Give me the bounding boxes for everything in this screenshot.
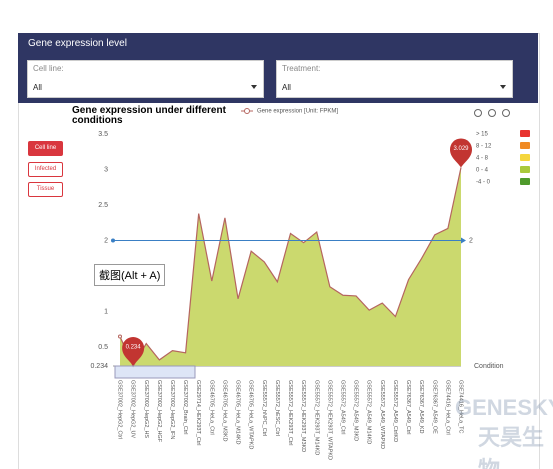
x-tick-label: GSE55572_A549_WTAPKD xyxy=(379,380,385,449)
button[interactable]: Infected xyxy=(28,162,63,177)
x-tick-label: GSE55572_A549_Ctrl xyxy=(340,380,346,434)
x-tick-label: GSE55572_A549_M14KD xyxy=(366,380,372,444)
y-tick-label: 0.234 xyxy=(90,363,108,370)
line xyxy=(119,167,462,368)
visual-map-label: 0 - 4 xyxy=(476,168,489,174)
x-tick-label: GSE29714_HEK293T_Ctrl xyxy=(195,380,201,445)
mark-pin-label: 0.234 xyxy=(126,345,142,351)
x-tick-label: GSE55572_A549_CtrlKD xyxy=(392,380,398,442)
x-tick-label: GSE76367_A549_KD xyxy=(418,380,424,434)
toolbar-icon[interactable] xyxy=(502,109,510,117)
y-tick-label: 2.5 xyxy=(98,202,108,209)
y-tick-label: 3.5 xyxy=(98,131,108,138)
x-tick-label: GSE74416_HeLa_TC xyxy=(458,380,464,434)
filter-box[interactable]: Cell line: All xyxy=(27,60,264,98)
watermark: GENESKY xyxy=(455,395,553,420)
mark-pin-label: 3.029 xyxy=(453,146,469,152)
mark-pin xyxy=(450,138,472,168)
y-tick-label: 2 xyxy=(104,237,108,244)
toolbar-icon[interactable] xyxy=(474,109,482,117)
legend-label: Gene expression [Unit: FPKM] xyxy=(257,109,338,115)
x-tick-label: GSE37002_Brain_Ctrl xyxy=(182,380,188,434)
x-tick-label: GSE55572_HEK293T_M3KD xyxy=(300,380,306,452)
visual-map-swatch xyxy=(520,130,530,137)
dropdown-arrow xyxy=(500,85,506,89)
visual-map-swatch xyxy=(520,166,530,173)
header: Gene expression level xyxy=(18,33,538,55)
point xyxy=(118,334,122,339)
x-tick-label: GSE46705_HeLa_M3KD xyxy=(221,380,227,441)
x-tick-label: GSE37002_HepG2_HGF xyxy=(156,380,162,443)
toolbar-icon[interactable] xyxy=(488,109,496,117)
visual-map-swatch xyxy=(520,154,530,161)
y-tick-label: 3 xyxy=(104,166,108,173)
dropdown-arrow xyxy=(251,85,257,89)
x-tick-label: GSE55572_hESC_Ctrl xyxy=(274,380,280,436)
area xyxy=(120,167,461,366)
x-tick-label: GSE46705_HeLa_Ctrl xyxy=(208,380,214,435)
watermark: 天昊生物 xyxy=(478,425,545,469)
x-tick-label: GSE55572_HEK293T_Ctrl xyxy=(287,380,293,445)
y-tick-label: 1 xyxy=(104,308,108,315)
filter-box[interactable]: Treatment: All xyxy=(276,60,513,98)
legend-dot xyxy=(244,108,250,114)
visual-map-swatch xyxy=(520,142,530,149)
mark-line-arrow xyxy=(461,237,466,244)
mark-line-label: 2 xyxy=(469,237,473,244)
header-title: Gene expression level xyxy=(28,38,127,49)
x-tick-label: GSE37002_HepG2_Ctrl xyxy=(117,380,123,439)
x-tick-label: GSE37002_HepG2_IFN xyxy=(169,380,175,439)
visual-map-label: 8 - 12 xyxy=(476,144,492,150)
y-tick-label: 0.5 xyxy=(98,344,108,351)
mark-pin xyxy=(122,337,145,366)
x-tick-label: GSE55572_HEK293T_M14KD xyxy=(313,380,319,455)
filter-value: All xyxy=(33,83,42,92)
screenshot-hint: 截图(Alt + A) xyxy=(94,264,166,286)
filter-label: Treatment: xyxy=(282,64,321,73)
x-tick-label: GSE55572_HEK293T_WTAPKD xyxy=(326,380,332,460)
visual-map-label: -4 - 0 xyxy=(476,180,491,186)
x-tick-label: GSE46705_HeLa_M14KD xyxy=(235,380,241,445)
mark-line-start xyxy=(111,238,115,243)
visual-map-label: 4 - 8 xyxy=(476,156,489,162)
filter-label: Cell line: xyxy=(33,64,64,73)
x-tick-label: GSE76367_A549_Ctrl xyxy=(405,380,411,434)
zoom-slider xyxy=(114,365,196,379)
x-tick-label: GSE37002_HepG2_HS xyxy=(143,380,149,438)
x-tick-label: GSE55572_A549_M3KD xyxy=(353,380,359,441)
x-tick-label: GSE76367_A549_OE xyxy=(431,380,437,434)
x-tick-label: GSE55572_hNPC_Ctrl xyxy=(261,380,267,436)
x-tick-label: GSE74416_HeLa_Ctrl xyxy=(444,380,450,435)
button[interactable]: Cell line xyxy=(28,141,63,156)
visual-map-swatch xyxy=(520,178,530,185)
x-axis-label: Condition xyxy=(474,363,504,370)
x-tick-label: GSE37002_HepG2_UV xyxy=(130,380,136,438)
filter-value: All xyxy=(282,83,291,92)
visual-map-label: > 15 xyxy=(476,132,489,138)
chart-title: Gene expression under different conditio… xyxy=(72,105,226,126)
button[interactable]: Tissue xyxy=(28,182,63,197)
x-tick-label: GSE46705_HeLa_WTAPKD xyxy=(248,380,254,449)
